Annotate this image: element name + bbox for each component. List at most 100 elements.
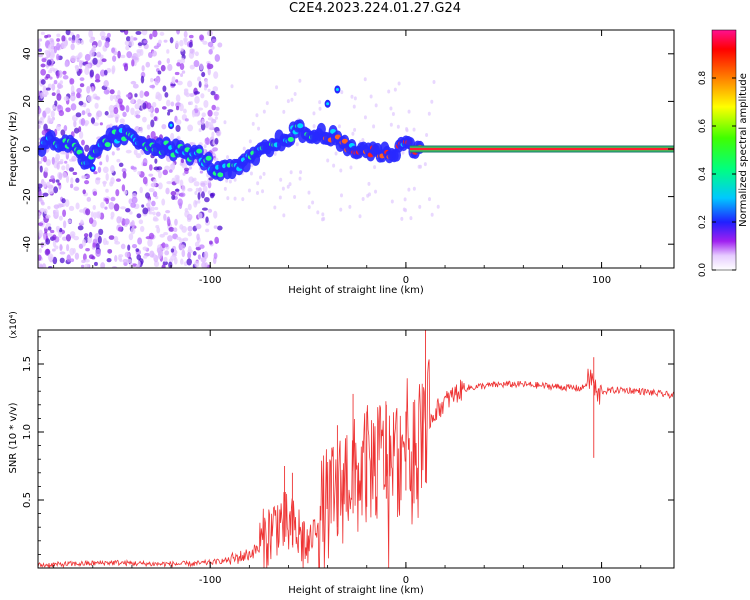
spectrogram-noise-mark — [65, 163, 70, 171]
spectrogram-noise-mark — [105, 198, 110, 205]
spectrogram-noise-mark — [175, 124, 181, 133]
spectrogram-noise-mark — [316, 210, 320, 215]
spectrogram-noise-mark — [125, 36, 131, 42]
spectrogram-noise-mark — [61, 165, 66, 171]
spectrogram-noise-mark — [40, 79, 46, 85]
spectrogram-noise-mark — [312, 111, 316, 116]
spectrogram-feature-mark — [91, 166, 95, 170]
spectrogram-noise-mark — [204, 197, 210, 203]
spectrogram-noise-mark — [125, 45, 130, 51]
spectrogram-noise-mark — [187, 251, 192, 259]
snr-y-tick-label: 0.5 — [22, 492, 33, 508]
spectrogram-noise-mark — [131, 196, 138, 204]
spectrogram-feature-mark — [169, 123, 173, 127]
spectrogram-noise-mark — [185, 92, 191, 98]
spectrogram-noise-mark — [182, 237, 189, 242]
spectrogram-noise-mark — [158, 39, 162, 45]
spectrogram-noise-mark — [170, 101, 175, 107]
spectrogram-noise-mark — [83, 233, 89, 238]
spectrogram-noise-mark — [311, 200, 315, 205]
spectrogram-noise-mark — [102, 166, 109, 174]
spectrogram-noise-mark — [38, 222, 44, 226]
spectrogram-noise-mark — [318, 106, 322, 111]
spectrogram-noise-mark — [213, 71, 219, 79]
spectrogram-noise-mark — [161, 242, 166, 249]
spectrogram-noise-mark — [105, 240, 109, 245]
spectrogram-noise-mark — [69, 231, 76, 238]
spectrogram-noise-mark — [176, 80, 183, 86]
spectrogram-ridge-mark — [104, 142, 111, 148]
spectrogram-noise-mark — [361, 196, 365, 201]
spectrogram-noise-mark — [102, 180, 108, 185]
spectrogram-noise-mark — [128, 40, 134, 47]
spectrogram-noise-mark — [161, 106, 167, 110]
spectrogram-noise-mark — [174, 188, 180, 192]
spectrogram-noise-mark — [194, 200, 198, 205]
spectrogram-noise-mark — [142, 207, 149, 215]
snr-x-tick-label: -100 — [199, 575, 222, 586]
spectrogram-noise-mark — [113, 106, 119, 115]
spectrogram-noise-mark — [73, 120, 77, 128]
spectrogram-noise-mark — [265, 101, 269, 106]
spectrogram-noise-mark — [116, 216, 122, 224]
spectrogram-noise-mark — [436, 204, 440, 209]
spectrogram-noise-mark — [39, 165, 43, 173]
spectrogram-noise-mark — [184, 118, 189, 122]
spectrogram-noise-mark — [167, 63, 173, 72]
spectrogram-noise-mark — [179, 179, 184, 188]
spectrogram-noise-mark — [47, 226, 52, 231]
spectrogram-noise-mark — [279, 177, 283, 182]
colorbar-tick-label: 0.4 — [698, 167, 708, 182]
spectrogram-feature-mark — [335, 88, 339, 91]
spectrogram-noise-mark — [174, 218, 178, 226]
spectrogram-noise-mark — [61, 201, 66, 208]
spectrogram-noise-mark — [120, 206, 126, 210]
spectrogram-noise-mark — [152, 191, 158, 198]
snr-y-tick-label: 1.5 — [22, 356, 33, 372]
spectrogram-noise-mark — [197, 212, 203, 220]
spectrogram-noise-mark — [137, 237, 143, 245]
spectrogram-noise-mark — [139, 90, 144, 99]
spectrogram-noise-mark — [157, 171, 162, 179]
spectrogram-noise-mark — [150, 130, 156, 139]
spectrogram-noise-mark — [171, 76, 176, 84]
spectrogram-noise-mark — [59, 251, 66, 255]
spectrogram-noise-mark — [202, 185, 208, 193]
spectrogram-noise-mark — [38, 40, 41, 49]
spectrogram-noise-mark — [350, 94, 354, 99]
spectrogram-noise-mark — [38, 124, 41, 129]
spectrogram-noise-mark — [68, 167, 75, 172]
spectrogram-noise-mark — [174, 71, 180, 76]
spectrogram-noise-mark — [103, 80, 109, 88]
spectrogram-noise-mark — [396, 124, 400, 129]
spectrogram-noise-mark — [262, 171, 266, 176]
spectrogram-noise-mark — [137, 42, 143, 47]
spectrogram-noise-mark — [149, 250, 155, 258]
spectrogram-noise-mark — [312, 124, 316, 129]
spectrogram-noise-mark — [427, 111, 431, 116]
spectrogram-noise-mark — [372, 124, 376, 129]
spectrogram-noise-mark — [40, 31, 45, 36]
spectrogram-noise-mark — [99, 31, 106, 38]
spectrogram-noise-mark — [223, 186, 227, 191]
spectrogram-noise-mark — [241, 197, 245, 202]
spectrogram-noise-mark — [226, 155, 230, 160]
spectrogram-noise-mark — [363, 115, 367, 120]
spectrogram-noise-mark — [176, 236, 182, 241]
spectrogram-noise-mark — [203, 251, 209, 260]
spectrogram-noise-mark — [164, 92, 169, 98]
spectrogram-noise-mark — [195, 187, 199, 192]
spectrogram-noise-mark — [112, 55, 117, 62]
spectrogram-noise-mark — [200, 256, 207, 263]
spectrogram-noise-mark — [168, 169, 173, 173]
spectrogram-noise-mark — [162, 169, 168, 176]
spectrogram-noise-mark — [205, 228, 210, 233]
spectrogram-noise-mark — [348, 204, 352, 209]
spectrogram-noise-mark — [117, 98, 123, 105]
figure-title: C2E4.2023.224.01.27.G24 — [288, 1, 462, 16]
spectrogram-noise-mark — [197, 254, 201, 260]
spectrogram-noise-mark — [87, 236, 93, 244]
spectrogram-noise-mark — [152, 211, 156, 216]
spectrogram-noise-mark — [143, 40, 148, 44]
spectrogram-noise-mark — [74, 252, 80, 260]
